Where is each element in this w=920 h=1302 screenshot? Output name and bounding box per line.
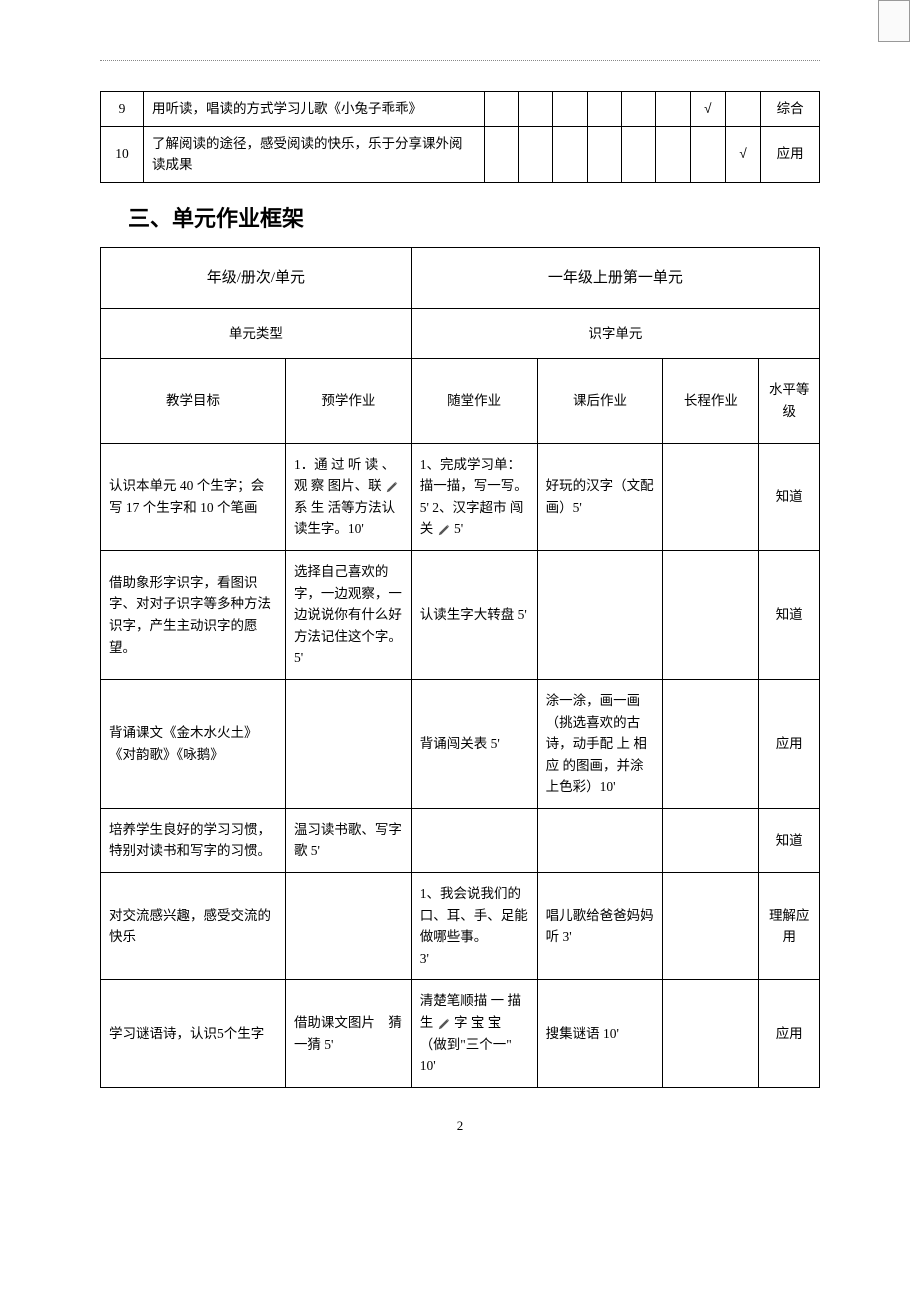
unit-type-label: 单元类型: [101, 308, 412, 359]
row-number: 10: [101, 126, 144, 182]
page-number: 2: [100, 1118, 820, 1134]
cell-after: 唱儿歌给爸爸妈妈听 3': [537, 873, 663, 980]
check-cell: [622, 126, 656, 182]
row-number: 9: [101, 92, 144, 127]
cell-level: 应用: [759, 679, 820, 808]
check-mark-icon: √: [704, 101, 711, 116]
table-row: 9用听读，唱读的方式学习儿歌《小兔子乖乖》 √ 综合: [101, 92, 820, 127]
table-row: 单元类型 识字单元: [101, 308, 820, 359]
check-cell: √: [725, 126, 760, 182]
check-cell: [725, 92, 760, 127]
cell-in: 1、完成学习单：描一描，写一写。5' 2、汉字超市 闯 关 5': [411, 443, 537, 550]
col-header-pre: 预学作业: [285, 359, 411, 443]
table-row: 10了解阅读的途径，感受阅读的快乐，乐于分享课外阅读成果 √ 应用: [101, 126, 820, 182]
cell-in: [411, 808, 537, 872]
check-cell: [622, 92, 656, 127]
table-row: 借助象形字识字，看图识字、对对子识字等多种方法识字，产生主动识字的愿望。选择自己…: [101, 550, 820, 679]
check-mark-icon: √: [739, 146, 746, 161]
cell-long: [663, 808, 759, 872]
check-cell: [519, 92, 553, 127]
cell-pre: [285, 679, 411, 808]
cell-goal: 背诵课文《金木水火土》《对韵歌》《咏鹅》: [101, 679, 286, 808]
check-cell: [484, 92, 518, 127]
cell-level: 知道: [759, 808, 820, 872]
col-header-level: 水平等级: [759, 359, 820, 443]
cell-long: [663, 443, 759, 550]
cell-pre: 温习读书歌、写字歌 5': [285, 808, 411, 872]
row-description: 了解阅读的途径，感受阅读的快乐，乐于分享课外阅读成果: [144, 126, 485, 182]
check-cell: [587, 126, 621, 182]
table-row: 背诵课文《金木水火土》《对韵歌》《咏鹅》背诵闯关表 5'涂一涂，画一画（挑选喜欢…: [101, 679, 820, 808]
cell-after: [537, 550, 663, 679]
table-row: 认识本单元 40 个生字；会写 17 个生字和 10 个笔画1．通 过 听 读 …: [101, 443, 820, 550]
cell-long: [663, 679, 759, 808]
table-row: 培养学生良好的学习习惯，特别对读书和写字的习惯。温习读书歌、写字歌 5' 知道: [101, 808, 820, 872]
col-header-after: 课后作业: [537, 359, 663, 443]
top-summary-table: 9用听读，唱读的方式学习儿歌《小兔子乖乖》√综合10了解阅读的途径，感受阅读的快…: [100, 91, 820, 183]
check-cell: [519, 126, 553, 182]
unit-framework-table: 年级/册次/单元 一年级上册第一单元 单元类型 识字单元 教学目标 预学作业 随…: [100, 247, 820, 1088]
pencil-icon: [437, 1017, 451, 1031]
pencil-icon: [385, 480, 399, 494]
table-row: 年级/册次/单元 一年级上册第一单元: [101, 247, 820, 308]
table-row: 学习谜语诗，认识5个生字借助课文图片 猜一猜 5'清楚笔顺描 一 描 生 字 宝…: [101, 980, 820, 1087]
section-title: 三、单元作业框架: [128, 201, 820, 233]
check-cell: √: [690, 92, 725, 127]
row-tag: 应用: [761, 126, 820, 182]
cell-goal: 培养学生良好的学习习惯，特别对读书和写字的习惯。: [101, 808, 286, 872]
unit-type-value: 识字单元: [411, 308, 819, 359]
cell-level: 知道: [759, 443, 820, 550]
cell-in: 认读生字大转盘 5': [411, 550, 537, 679]
grade-unit-value: 一年级上册第一单元: [411, 247, 819, 308]
cell-in: 清楚笔顺描 一 描 生 字 宝 宝 （做到"三个一" 10': [411, 980, 537, 1087]
cell-level: 应用: [759, 980, 820, 1087]
header-divider: [100, 60, 820, 61]
cell-goal: 借助象形字识字，看图识字、对对子识字等多种方法识字，产生主动识字的愿望。: [101, 550, 286, 679]
cell-pre: [285, 873, 411, 980]
check-cell: [553, 92, 587, 127]
col-header-in: 随堂作业: [411, 359, 537, 443]
cell-goal: 学习谜语诗，认识5个生字: [101, 980, 286, 1087]
row-description: 用听读，唱读的方式学习儿歌《小兔子乖乖》: [144, 92, 485, 127]
col-header-goal: 教学目标: [101, 359, 286, 443]
cell-after: 好玩的汉字（文配画）5': [537, 443, 663, 550]
cell-level: 知道: [759, 550, 820, 679]
grade-unit-label: 年级/册次/单元: [101, 247, 412, 308]
cell-in: 背诵闯关表 5': [411, 679, 537, 808]
cell-goal: 认识本单元 40 个生字；会写 17 个生字和 10 个笔画: [101, 443, 286, 550]
check-cell: [656, 126, 690, 182]
cell-after: 搜集谜语 10': [537, 980, 663, 1087]
page-content: 9用听读，唱读的方式学习儿歌《小兔子乖乖》√综合10了解阅读的途径，感受阅读的快…: [0, 0, 920, 1174]
cell-goal: 对交流感兴趣，感受交流的快乐: [101, 873, 286, 980]
cell-long: [663, 980, 759, 1087]
cell-level: 理解应用: [759, 873, 820, 980]
check-cell: [656, 92, 690, 127]
row-tag: 综合: [761, 92, 820, 127]
table-header-row: 教学目标 预学作业 随堂作业 课后作业 长程作业 水平等级: [101, 359, 820, 443]
page-corner-fold: [878, 0, 910, 42]
cell-in: 1、我会说我们的口、耳、手、足能做哪些事。3': [411, 873, 537, 980]
cell-long: [663, 550, 759, 679]
cell-long: [663, 873, 759, 980]
cell-pre: 借助课文图片 猜一猜 5': [285, 980, 411, 1087]
check-cell: [553, 126, 587, 182]
cell-after: 涂一涂，画一画（挑选喜欢的古诗，动手配 上 相 应 的图画，并涂上色彩）10': [537, 679, 663, 808]
pencil-icon: [437, 523, 451, 537]
cell-after: [537, 808, 663, 872]
check-cell: [587, 92, 621, 127]
cell-pre: 1．通 过 听 读 、观 察 图片、联 系 生 活等方法认读生字。10': [285, 443, 411, 550]
col-header-long: 长程作业: [663, 359, 759, 443]
cell-pre: 选择自己喜欢的字，一边观察，一边说说你有什么好方法记住这个字。5': [285, 550, 411, 679]
table-row: 对交流感兴趣，感受交流的快乐 1、我会说我们的口、耳、手、足能做哪些事。3'唱儿歌…: [101, 873, 820, 980]
check-cell: [690, 126, 725, 182]
check-cell: [484, 126, 518, 182]
